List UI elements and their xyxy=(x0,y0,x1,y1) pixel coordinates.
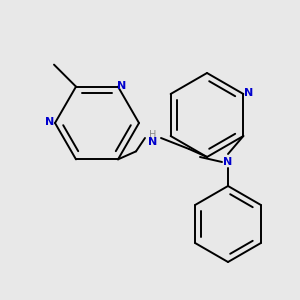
Text: N: N xyxy=(148,137,158,147)
Text: H: H xyxy=(149,130,157,140)
Text: N: N xyxy=(45,117,55,127)
Text: N: N xyxy=(117,81,127,91)
Text: N: N xyxy=(224,157,232,167)
Text: N: N xyxy=(244,88,253,98)
